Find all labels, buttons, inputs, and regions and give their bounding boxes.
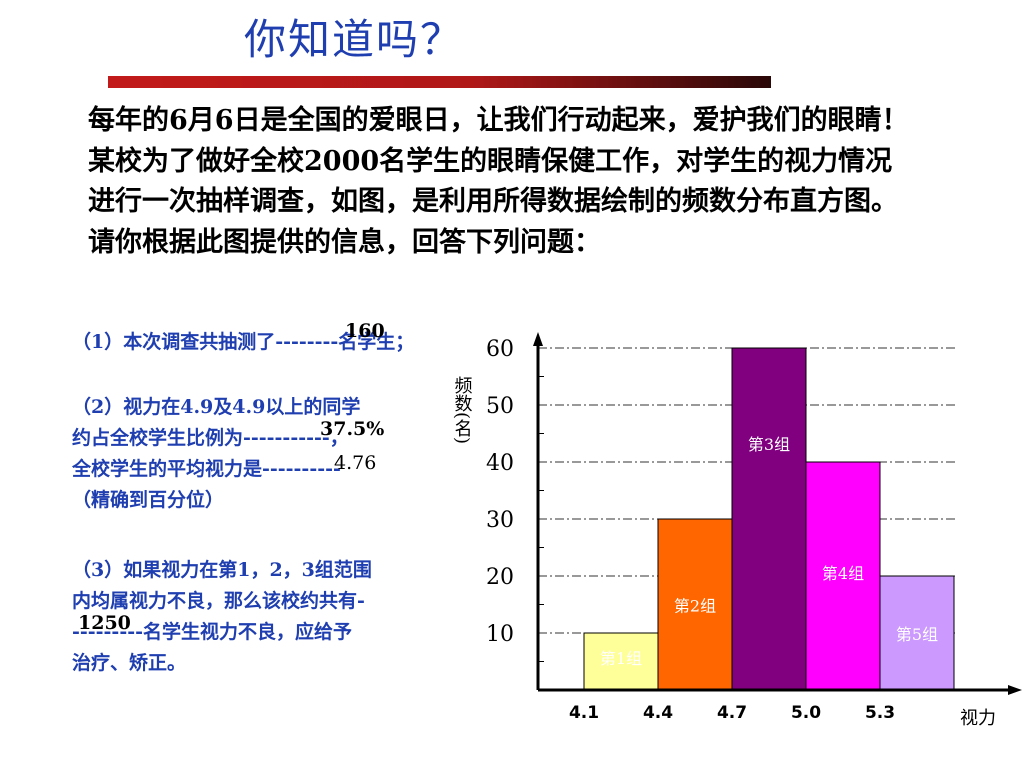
- y-tick-label: 50: [486, 394, 514, 419]
- y-tick-label: 40: [486, 451, 514, 476]
- histogram-bar: [731, 347, 807, 691]
- question-3-line: ---------名学生视力不良，应给予: [72, 621, 352, 643]
- bar-label: 第1组: [600, 649, 642, 668]
- bar-label: 第4组: [822, 564, 864, 583]
- title-underline-bar: [108, 76, 771, 88]
- x-tick-label: 5.3: [865, 703, 895, 723]
- question-3: （3）如果视力在第1，2，3组范围 内均属视力不良，那么该校约共有- -----…: [72, 555, 372, 679]
- question-3-line: 内均属视力不良，那么该校约共有-: [72, 590, 365, 612]
- question-3-line: （3）如果视力在第1，2，3组范围: [72, 559, 372, 581]
- y-axis-label: 频数(名): [452, 376, 473, 444]
- intro-paragraph: 每年的6月6日是全国的爱眼日，让我们行动起来，爱护我们的眼睛！某校为了做好全校2…: [88, 105, 909, 258]
- question-2-line: 约占全校学生比例为-----------，: [72, 427, 349, 449]
- bar-label: 第5组: [896, 625, 938, 644]
- question-1: （1）本次调查共抽测了--------名学生；: [72, 331, 415, 353]
- question-3-line: 治疗、矫正。: [72, 652, 187, 674]
- x-tick-label: 4.7: [717, 703, 747, 723]
- y-tick-label: 20: [486, 565, 514, 590]
- histogram-bar: [583, 632, 659, 691]
- bar-label: 第2组: [674, 597, 716, 616]
- y-tick-label: 10: [486, 622, 514, 647]
- answer-3: 1250: [78, 612, 131, 634]
- page-title: 你知道吗？: [244, 15, 465, 64]
- question-2-line: 全校学生的平均视力是----------: [72, 458, 341, 480]
- answer-1: 160: [345, 320, 385, 342]
- x-axis-arrow: [1008, 685, 1022, 695]
- y-tick-label: 30: [486, 508, 514, 533]
- y-axis-arrow: [533, 332, 543, 346]
- histogram-bar: [805, 461, 881, 691]
- x-axis-label: 视力: [960, 708, 996, 729]
- histogram-bar: [879, 575, 955, 691]
- bar-label: 第3组: [748, 435, 790, 454]
- histogram-bar: [657, 518, 733, 691]
- y-tick-label: 60: [486, 337, 514, 362]
- question-2-line: （精确到百分位）: [72, 489, 225, 511]
- x-tick-label: 4.1: [569, 703, 599, 723]
- x-tick-label: 5.0: [791, 703, 821, 723]
- question-2-line: （2）视力在4.9及4.9以上的同学: [72, 396, 361, 418]
- question-2: （2）视力在4.9及4.9以上的同学 约占全校学生比例为-----------，…: [72, 392, 360, 516]
- answer-2-ratio: 37.5%: [320, 418, 385, 440]
- answer-2-average: 4.76: [334, 452, 377, 474]
- x-tick-label: 4.4: [643, 703, 673, 723]
